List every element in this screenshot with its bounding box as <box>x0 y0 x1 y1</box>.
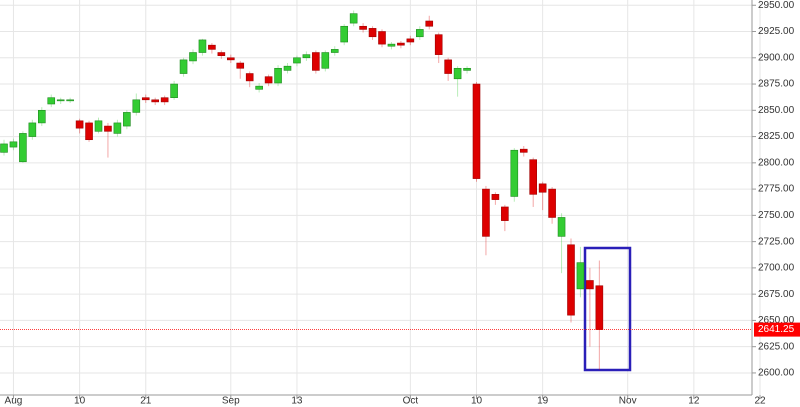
x-tick-label: 12 <box>688 396 700 407</box>
candle-body <box>482 188 490 237</box>
highlight-box <box>583 246 632 372</box>
candle-body <box>37 110 46 124</box>
candle-body <box>425 20 434 27</box>
candle-body <box>472 83 481 179</box>
candle-body <box>283 65 292 71</box>
candle-body <box>170 83 178 98</box>
y-tick-label: 2650.00 <box>758 315 795 326</box>
candle-body <box>104 125 112 132</box>
candle-body <box>293 57 301 64</box>
candle-body <box>227 57 235 61</box>
candle-body <box>0 143 8 153</box>
candle-body <box>66 99 74 102</box>
candle-body <box>548 188 556 218</box>
candle-body <box>510 149 519 197</box>
candle-body <box>151 99 159 103</box>
y-tick-label: 2925.00 <box>758 26 795 37</box>
candle-body <box>217 52 226 56</box>
candle-body <box>9 141 18 148</box>
candle-body <box>236 62 245 69</box>
y-tick-label: 2900.00 <box>758 52 795 63</box>
x-tick-label: Sep <box>222 396 240 407</box>
candle-body <box>519 148 528 153</box>
x-tick-label: 10 <box>74 396 86 407</box>
x-tick-label: 10 <box>471 396 483 407</box>
candle-body <box>113 122 122 134</box>
y-tick-label: 2850.00 <box>758 105 795 116</box>
y-tick-label: 2875.00 <box>758 79 795 90</box>
y-tick-label: 2800.00 <box>758 157 795 168</box>
candle-body <box>595 285 604 330</box>
candle-body <box>141 97 150 101</box>
candle-body <box>75 120 84 129</box>
candle-body <box>123 112 131 127</box>
x-tick-label: 13 <box>291 396 303 407</box>
candle-body <box>321 52 330 69</box>
candle-body <box>28 122 37 137</box>
candle-body <box>397 42 405 46</box>
candle-body <box>463 67 471 71</box>
candle-body <box>538 183 547 193</box>
candle-body <box>94 120 103 132</box>
x-tick-label: 22 <box>754 396 766 407</box>
candle-body <box>415 29 424 38</box>
y-tick-label: 2750.00 <box>758 210 795 221</box>
last-price-box <box>754 322 800 337</box>
candle-body <box>198 39 207 53</box>
y-tick-label: 2700.00 <box>758 263 795 274</box>
x-tick-label: 21 <box>140 396 152 407</box>
candle-body <box>264 76 273 84</box>
candle-body <box>208 44 216 50</box>
candle-body <box>444 59 452 74</box>
x-tick-label: Nov <box>619 396 637 407</box>
candle-body <box>302 54 311 59</box>
candle-body <box>378 31 386 45</box>
candle-body <box>359 25 367 30</box>
candle-body <box>387 43 396 47</box>
candle-body <box>557 217 566 237</box>
candle-body <box>245 73 254 82</box>
candle-body <box>406 38 415 43</box>
candle-body <box>501 206 509 221</box>
candle-body <box>160 97 169 103</box>
candle-body <box>529 159 538 195</box>
y-tick-label: 2675.00 <box>758 289 795 300</box>
candle-body <box>312 52 320 71</box>
last-price-label: 2641.25 <box>758 324 795 335</box>
candle-body <box>47 97 56 105</box>
y-tick-label: 2775.00 <box>758 184 795 195</box>
candle-body <box>340 25 349 43</box>
candle-body <box>368 28 377 38</box>
candle-body <box>491 194 500 200</box>
candle-body <box>586 280 594 290</box>
y-tick-label: 2950.00 <box>758 0 795 11</box>
y-tick-label: 2825.00 <box>758 131 795 142</box>
candle-body <box>179 59 188 74</box>
y-tick-label: 2725.00 <box>758 236 795 247</box>
x-tick-label: Oct <box>403 396 419 407</box>
candle-body <box>189 52 197 62</box>
candle-body <box>255 85 263 90</box>
candle-body <box>576 262 585 290</box>
candle-body <box>330 49 339 53</box>
candle-body <box>567 244 575 316</box>
candle-body <box>434 34 443 55</box>
x-tick-label: 19 <box>537 396 549 407</box>
y-tick-label: 2600.00 <box>758 368 795 379</box>
candle-body <box>132 99 141 113</box>
y-tick-label: 2625.00 <box>758 341 795 352</box>
candle-body <box>349 13 358 24</box>
x-tick-label: Aug <box>5 396 23 407</box>
candle-body <box>274 67 282 84</box>
candle-body <box>56 99 65 102</box>
candle-body <box>19 133 27 163</box>
candle-body <box>85 122 93 141</box>
candle-body <box>453 67 462 80</box>
